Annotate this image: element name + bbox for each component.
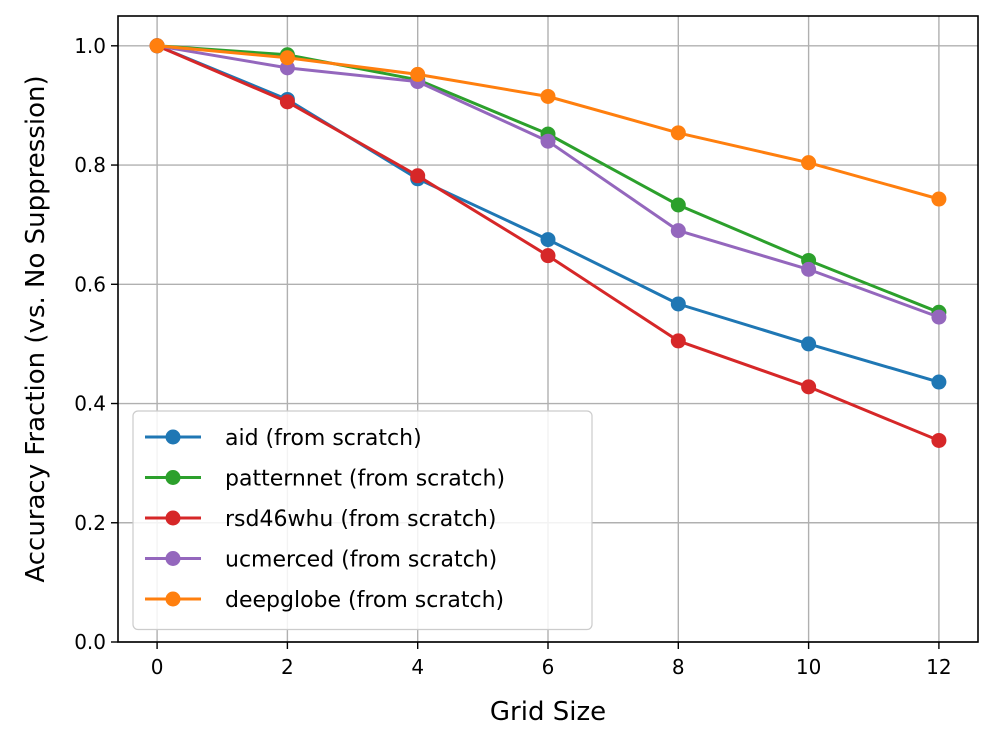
data-point (931, 432, 947, 448)
y-tick-label: 0.2 (74, 511, 106, 535)
y-tick-label: 0.4 (74, 392, 106, 416)
x-tick-label: 10 (796, 655, 821, 679)
data-point (801, 261, 817, 277)
data-point (670, 333, 686, 349)
y-tick-label: 0.0 (74, 630, 106, 654)
data-point (410, 66, 426, 82)
data-point (149, 38, 165, 54)
legend-marker (165, 429, 181, 445)
legend-box (132, 410, 593, 631)
x-tick-label: 8 (672, 655, 685, 679)
data-point (540, 232, 556, 248)
y-axis-label: Accuracy Fraction (vs. No Suppression) (21, 75, 51, 582)
legend-label: aid (from scratch) (225, 426, 422, 451)
data-point (931, 191, 947, 207)
x-tick-label: 6 (542, 655, 555, 679)
data-point (279, 50, 295, 66)
legend-item: ucmerced (from scratch) (145, 548, 497, 573)
data-point (540, 88, 556, 104)
y-tick-label: 0.6 (74, 272, 106, 296)
axis-ticks: 0 2 4 6 8 10 12 0.0 0.2 0.4 0.6 0.8 1.0 (74, 34, 951, 679)
data-point (279, 94, 295, 110)
x-axis-label: Grid Size (490, 697, 606, 727)
data-point (801, 379, 817, 395)
data-point (801, 336, 817, 352)
legend-marker (165, 470, 181, 485)
data-point (670, 197, 686, 213)
legend-item: rsd46whu (from scratch) (145, 507, 496, 532)
legend-item: aid (from scratch) (145, 426, 422, 451)
legend-marker (165, 551, 181, 566)
legend-label: patternnet (from scratch) (225, 467, 505, 492)
data-point (540, 133, 556, 149)
data-point (670, 125, 686, 141)
legend: aid (from scratch) patternnet (from scrat… (132, 410, 593, 631)
legend-label: ucmerced (from scratch) (225, 548, 497, 573)
legend-item: patternnet (from scratch) (145, 467, 505, 492)
y-tick-label: 0.8 (74, 153, 106, 177)
x-tick-label: 4 (411, 655, 424, 679)
x-tick-label: 0 (151, 655, 164, 679)
x-tick-label: 12 (926, 655, 951, 679)
legend-marker (165, 591, 181, 607)
data-point (801, 155, 817, 171)
legend-item: deepglobe (from scratch) (145, 588, 504, 613)
data-point (410, 168, 426, 184)
legend-label: deepglobe (from scratch) (225, 588, 504, 613)
y-tick-label: 1.0 (74, 34, 106, 58)
data-point (670, 296, 686, 312)
series-layer (149, 38, 947, 448)
legend-marker (165, 510, 181, 526)
series-deepglobe (149, 38, 947, 207)
data-point (931, 374, 947, 390)
data-point (670, 223, 686, 239)
series-rsd46whu (149, 38, 947, 448)
data-point (931, 309, 947, 325)
x-tick-label: 2 (281, 655, 294, 679)
legend-label: rsd46whu (from scratch) (225, 507, 496, 532)
data-point (540, 248, 556, 264)
